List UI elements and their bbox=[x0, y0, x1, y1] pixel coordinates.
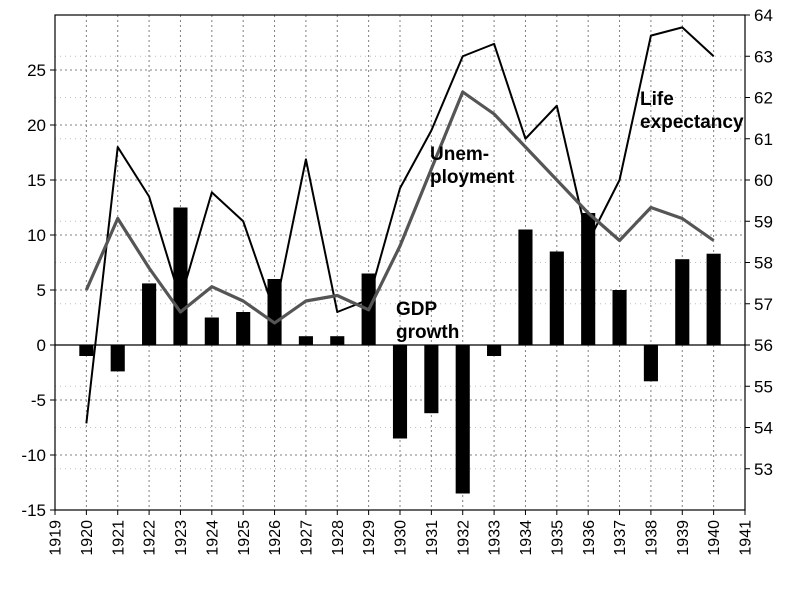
x-tick-label: 1924 bbox=[204, 520, 221, 556]
bar bbox=[518, 230, 532, 346]
x-tick-label: 1925 bbox=[236, 520, 253, 556]
y-right-tick-label: 55 bbox=[754, 377, 773, 396]
x-tick-label: 1929 bbox=[361, 520, 378, 556]
y-right-tick-label: 57 bbox=[754, 295, 773, 314]
y-left-tick-label: 25 bbox=[27, 61, 46, 80]
x-tick-label: 1941 bbox=[738, 520, 755, 556]
bar bbox=[644, 345, 658, 381]
y-right-tick-label: 59 bbox=[754, 212, 773, 231]
x-tick-label: 1923 bbox=[173, 520, 190, 556]
bar bbox=[550, 252, 564, 346]
x-tick-label: 1930 bbox=[393, 520, 410, 556]
x-tick-label: 1935 bbox=[549, 520, 566, 556]
bar bbox=[487, 345, 501, 356]
x-tick-label: 1920 bbox=[79, 520, 96, 556]
bar bbox=[330, 336, 344, 345]
y-left-tick-label: 0 bbox=[37, 336, 46, 355]
x-tick-label: 1921 bbox=[110, 520, 127, 556]
x-tick-label: 1922 bbox=[142, 520, 159, 556]
y-right-tick-label: 54 bbox=[754, 419, 773, 438]
x-tick-label: 1940 bbox=[706, 520, 723, 556]
x-tick-label: 1926 bbox=[267, 520, 284, 556]
bar bbox=[707, 254, 721, 345]
bar bbox=[393, 345, 407, 439]
bar bbox=[205, 318, 219, 346]
y-left-tick-label: 10 bbox=[27, 226, 46, 245]
annotation-text: GDP bbox=[396, 299, 438, 320]
y-left-tick-label: -10 bbox=[21, 446, 46, 465]
y-right-tick-label: 61 bbox=[754, 130, 773, 149]
x-tick-label: 1936 bbox=[581, 520, 598, 556]
annotation-text: Life bbox=[640, 89, 674, 110]
x-tick-label: 1934 bbox=[518, 520, 535, 556]
annotation-text: Unem- bbox=[430, 144, 489, 165]
bar bbox=[142, 283, 156, 345]
bar bbox=[612, 290, 626, 345]
y-left-tick-label: 20 bbox=[27, 116, 46, 135]
y-right-tick-label: 64 bbox=[754, 6, 773, 25]
bar bbox=[299, 336, 313, 345]
y-left-tick-label: -15 bbox=[21, 501, 46, 520]
combo-chart: -15 -10 -5 0 5 10 15 20 25 53 54 55 56 57 58 59 60 61 62 63… bbox=[0, 0, 800, 589]
x-tick-label: 1937 bbox=[612, 520, 629, 556]
y-left-tick-label: 15 bbox=[27, 171, 46, 190]
x-tick-label: 1933 bbox=[487, 520, 504, 556]
annotation-text: growth bbox=[396, 322, 459, 343]
x-tick-label: 1938 bbox=[644, 520, 661, 556]
y-left-tick-label: -5 bbox=[31, 391, 46, 410]
x-tick-label: 1927 bbox=[299, 520, 316, 556]
y-right-tick-label: 56 bbox=[754, 336, 773, 355]
bar bbox=[675, 259, 689, 345]
bar bbox=[111, 345, 125, 371]
x-tick-label: 1932 bbox=[455, 520, 472, 556]
y-right-tick-label: 53 bbox=[754, 460, 773, 479]
x-tick-label: 1919 bbox=[48, 520, 65, 556]
bar bbox=[79, 345, 93, 356]
y-right-tick-label: 63 bbox=[754, 47, 773, 66]
x-tick-label: 1928 bbox=[330, 520, 347, 556]
bar bbox=[236, 312, 250, 345]
chart-container: -15 -10 -5 0 5 10 15 20 25 53 54 55 56 57 58 59 60 61 62 63… bbox=[0, 0, 800, 589]
bar bbox=[424, 345, 438, 413]
y-right-tick-label: 62 bbox=[754, 89, 773, 108]
y-right-tick-label: 60 bbox=[754, 171, 773, 190]
y-left-tick-label: 5 bbox=[37, 281, 46, 300]
annotation-text: ployment bbox=[430, 167, 515, 188]
bar bbox=[173, 208, 187, 346]
x-tick-label: 1931 bbox=[424, 520, 441, 556]
y-right-tick-label: 58 bbox=[754, 254, 773, 273]
x-tick-label: 1939 bbox=[675, 520, 692, 556]
bar bbox=[456, 345, 470, 494]
annotation-text: expectancy bbox=[640, 112, 744, 133]
